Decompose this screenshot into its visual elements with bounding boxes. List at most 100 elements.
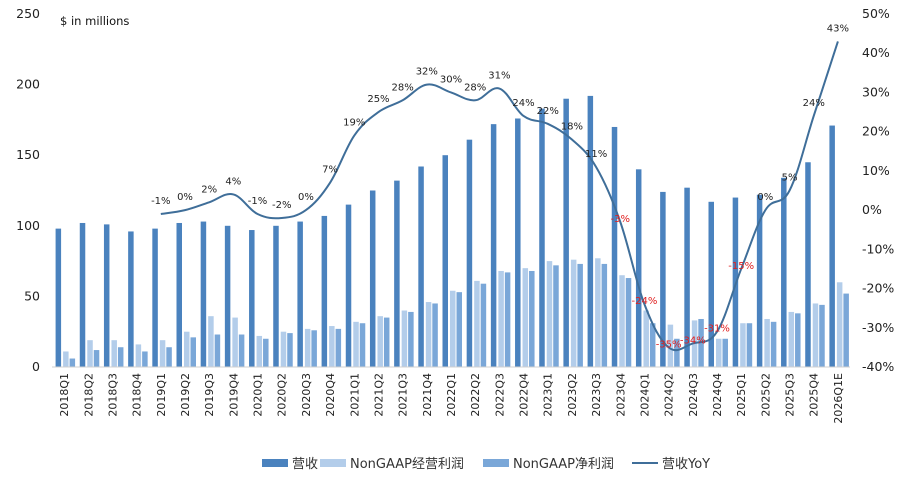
nongaap-op-profit-bar [353, 321, 359, 367]
right-tick-label: 40% [862, 45, 890, 60]
nongaap-net-profit-bar [456, 292, 462, 367]
right-tick-label: 0% [862, 202, 882, 217]
revenue-bar [369, 190, 376, 367]
left-tick-label: 200 [16, 77, 40, 92]
yoy-data-label: 2% [201, 184, 217, 195]
right-axis: -40% -30% -20% -10% 0% 10% 20% 30% 40% 50% [862, 6, 894, 374]
revenue-bar [515, 118, 521, 368]
yoy-data-label: 25% [367, 94, 389, 105]
x-tick-label: 2025Q3 [784, 373, 797, 417]
revenue-bar [249, 230, 255, 367]
x-tick-label: 2018Q1 [58, 373, 71, 417]
nongaap-net-profit-bar [432, 303, 438, 367]
left-tick-label: 150 [16, 147, 40, 162]
x-tick-label: 2024Q2 [663, 373, 676, 417]
revenue-bar [418, 166, 424, 367]
nongaap-op-profit-bar [87, 340, 93, 367]
revenue-bar [55, 228, 62, 367]
left-tick-label: 50 [24, 288, 40, 303]
x-tick-label: 2025Q1 [735, 373, 748, 417]
nongaap-net-profit-bar [93, 350, 100, 367]
nongaap-op-profit-bar [836, 282, 843, 367]
legend-swatch [262, 459, 288, 467]
nongaap-net-profit-bar [287, 333, 293, 367]
nongaap-net-profit-bar [577, 263, 583, 367]
x-tick-label: 2022Q1 [445, 373, 458, 417]
revenue-bar [635, 169, 642, 367]
nongaap-net-profit-bar [819, 304, 825, 367]
revenue-bar [321, 215, 328, 367]
nongaap-net-profit-bar [722, 338, 728, 367]
yoy-data-label: -1% [248, 196, 267, 207]
x-tick-label: 2024Q1 [638, 373, 651, 417]
nongaap-net-profit-bar [795, 313, 801, 367]
bar-series [52, 95, 850, 368]
x-tick-label: 2024Q4 [711, 373, 724, 417]
nongaap-op-profit-bar [788, 311, 795, 367]
nongaap-net-profit-bar [166, 347, 172, 367]
nongaap-op-profit-bar [329, 326, 335, 367]
nongaap-op-profit-bar [812, 303, 819, 367]
nongaap-op-profit-bar [643, 310, 649, 367]
right-tick-label: -40% [862, 359, 894, 374]
x-tick-label: 2020Q1 [252, 373, 265, 417]
yoy-data-label: -34% [680, 335, 706, 346]
yoy-data-label: -1% [151, 196, 170, 207]
x-tick-label: 2019Q4 [227, 373, 240, 417]
yoy-data-label: 19% [343, 118, 365, 129]
revenue-bar [345, 204, 352, 367]
revenue-bar [466, 139, 473, 367]
nongaap-net-profit-bar [770, 321, 777, 367]
x-tick-label: 2020Q4 [324, 373, 337, 417]
nongaap-net-profit-bar [190, 337, 196, 367]
nongaap-net-profit-bar [843, 293, 849, 367]
revenue-bar [660, 191, 666, 367]
nongaap-net-profit-bar [69, 358, 76, 367]
nongaap-net-profit-bar [746, 323, 753, 367]
nongaap-op-profit-bar [256, 335, 263, 367]
nongaap-op-profit-bar [716, 338, 722, 367]
nongaap-net-profit-bar [142, 351, 148, 367]
nongaap-op-profit-bar [135, 344, 142, 367]
revenue-bar [539, 108, 545, 367]
x-tick-label: 2025Q4 [808, 373, 821, 417]
nongaap-net-profit-bar [649, 323, 656, 367]
legend-label: NonGAAP净利润 [513, 457, 614, 472]
nongaap-op-profit-bar [280, 331, 287, 367]
nongaap-op-profit-bar [667, 324, 674, 367]
nongaap-net-profit-bar [117, 347, 124, 367]
yoy-data-label: 7% [322, 165, 338, 176]
nongaap-op-profit-bar [401, 310, 408, 367]
yoy-data-label: 0% [298, 192, 314, 203]
nongaap-op-profit-bar [570, 259, 577, 367]
x-tick-label: 2022Q3 [493, 373, 506, 417]
legend-swatch [483, 459, 509, 467]
nongaap-op-profit-bar [740, 323, 746, 367]
nongaap-net-profit-bar [601, 263, 608, 367]
x-axis: 2018Q1 2018Q2 2018Q3 2018Q4 2019Q1 2019Q2 2019… [58, 373, 845, 424]
nongaap-op-profit-bar [377, 316, 383, 367]
right-tick-label: 20% [862, 124, 890, 139]
right-tick-label: -10% [862, 241, 894, 256]
revenue-bar [708, 201, 714, 367]
yoy-data-label: 30% [440, 74, 462, 85]
nongaap-net-profit-bar [359, 323, 366, 367]
yoy-data-label: 4% [225, 176, 241, 187]
yoy-data-label: -2% [272, 200, 291, 211]
right-tick-label: 10% [862, 163, 890, 178]
x-tick-label: 2021Q4 [421, 373, 434, 417]
nongaap-net-profit-bar [553, 265, 559, 367]
revenue-bar [152, 228, 158, 367]
nongaap-op-profit-bar [304, 328, 311, 367]
nongaap-op-profit-bar [498, 270, 504, 367]
yoy-data-label: 22% [537, 106, 559, 117]
right-tick-label: -30% [862, 320, 894, 335]
x-tick-label: 2020Q2 [276, 373, 289, 417]
revenue-bar [297, 221, 303, 367]
nongaap-op-profit-bar [474, 280, 480, 367]
revenue-bar [103, 224, 110, 367]
unit-note: $ in millions [60, 14, 129, 28]
revenue-bar [224, 225, 231, 367]
left-tick-label: 100 [16, 218, 40, 233]
